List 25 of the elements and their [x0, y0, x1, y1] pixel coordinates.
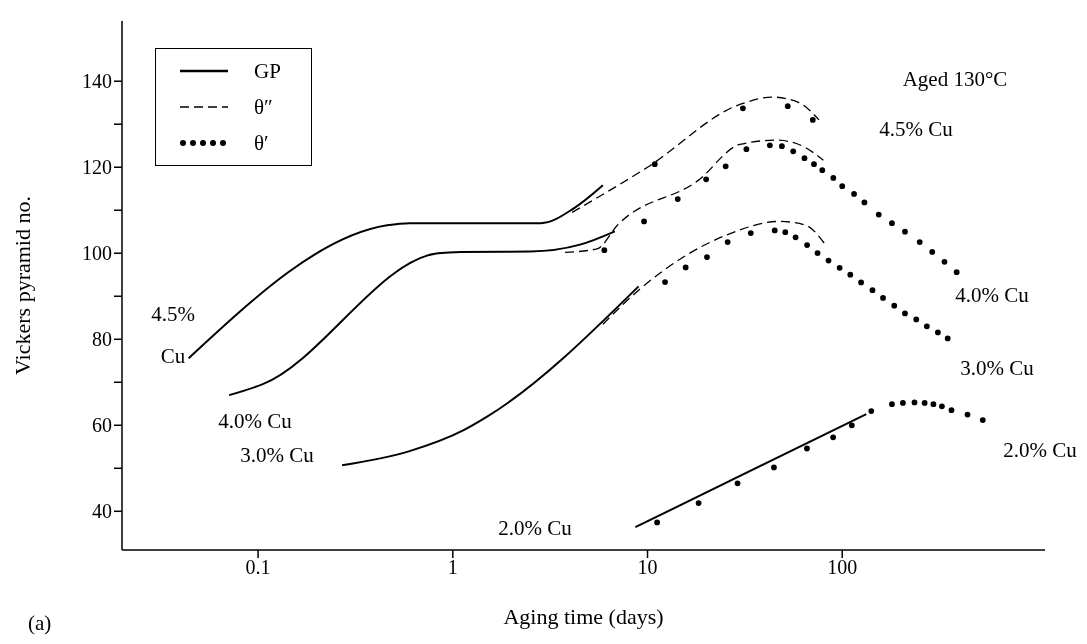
y-tick-label: 80 [92, 328, 112, 351]
annotation: 4.0% Cu [955, 282, 1030, 307]
annotation: 4.5% Cu [879, 116, 954, 141]
y-axis-title: Vickers pyramid no. [9, 196, 35, 375]
y-tick-label: 120 [82, 156, 112, 179]
legend-label: GP [254, 58, 281, 84]
legend-label: θ′ [254, 130, 269, 156]
y-tick-label: 60 [92, 414, 112, 437]
x-tick-label: 0.1 [245, 556, 271, 579]
x-axis-title: Aging time (days) [503, 603, 664, 629]
annotation: 2.0% Cu [498, 515, 573, 540]
annotation: 2.0% Cu [1003, 437, 1078, 462]
y-tick-label: 40 [92, 500, 112, 523]
y-tick-label: 140 [82, 70, 112, 93]
annotation: 3.0% Cu [240, 442, 315, 467]
x-tick-label: 100 [827, 556, 858, 579]
annotation: Aged 130°C [902, 66, 1008, 91]
text: (a) [28, 610, 52, 635]
legend-label: θ″ [254, 94, 273, 120]
annotation: 4.0% Cu [218, 408, 293, 433]
x-tick-label: 10 [637, 556, 658, 579]
annotation: 3.0% Cu [960, 355, 1035, 380]
y-tick-label: 100 [82, 242, 112, 265]
annotation: 4.5% Cu [151, 301, 195, 368]
x-tick-label: 1 [447, 556, 458, 579]
